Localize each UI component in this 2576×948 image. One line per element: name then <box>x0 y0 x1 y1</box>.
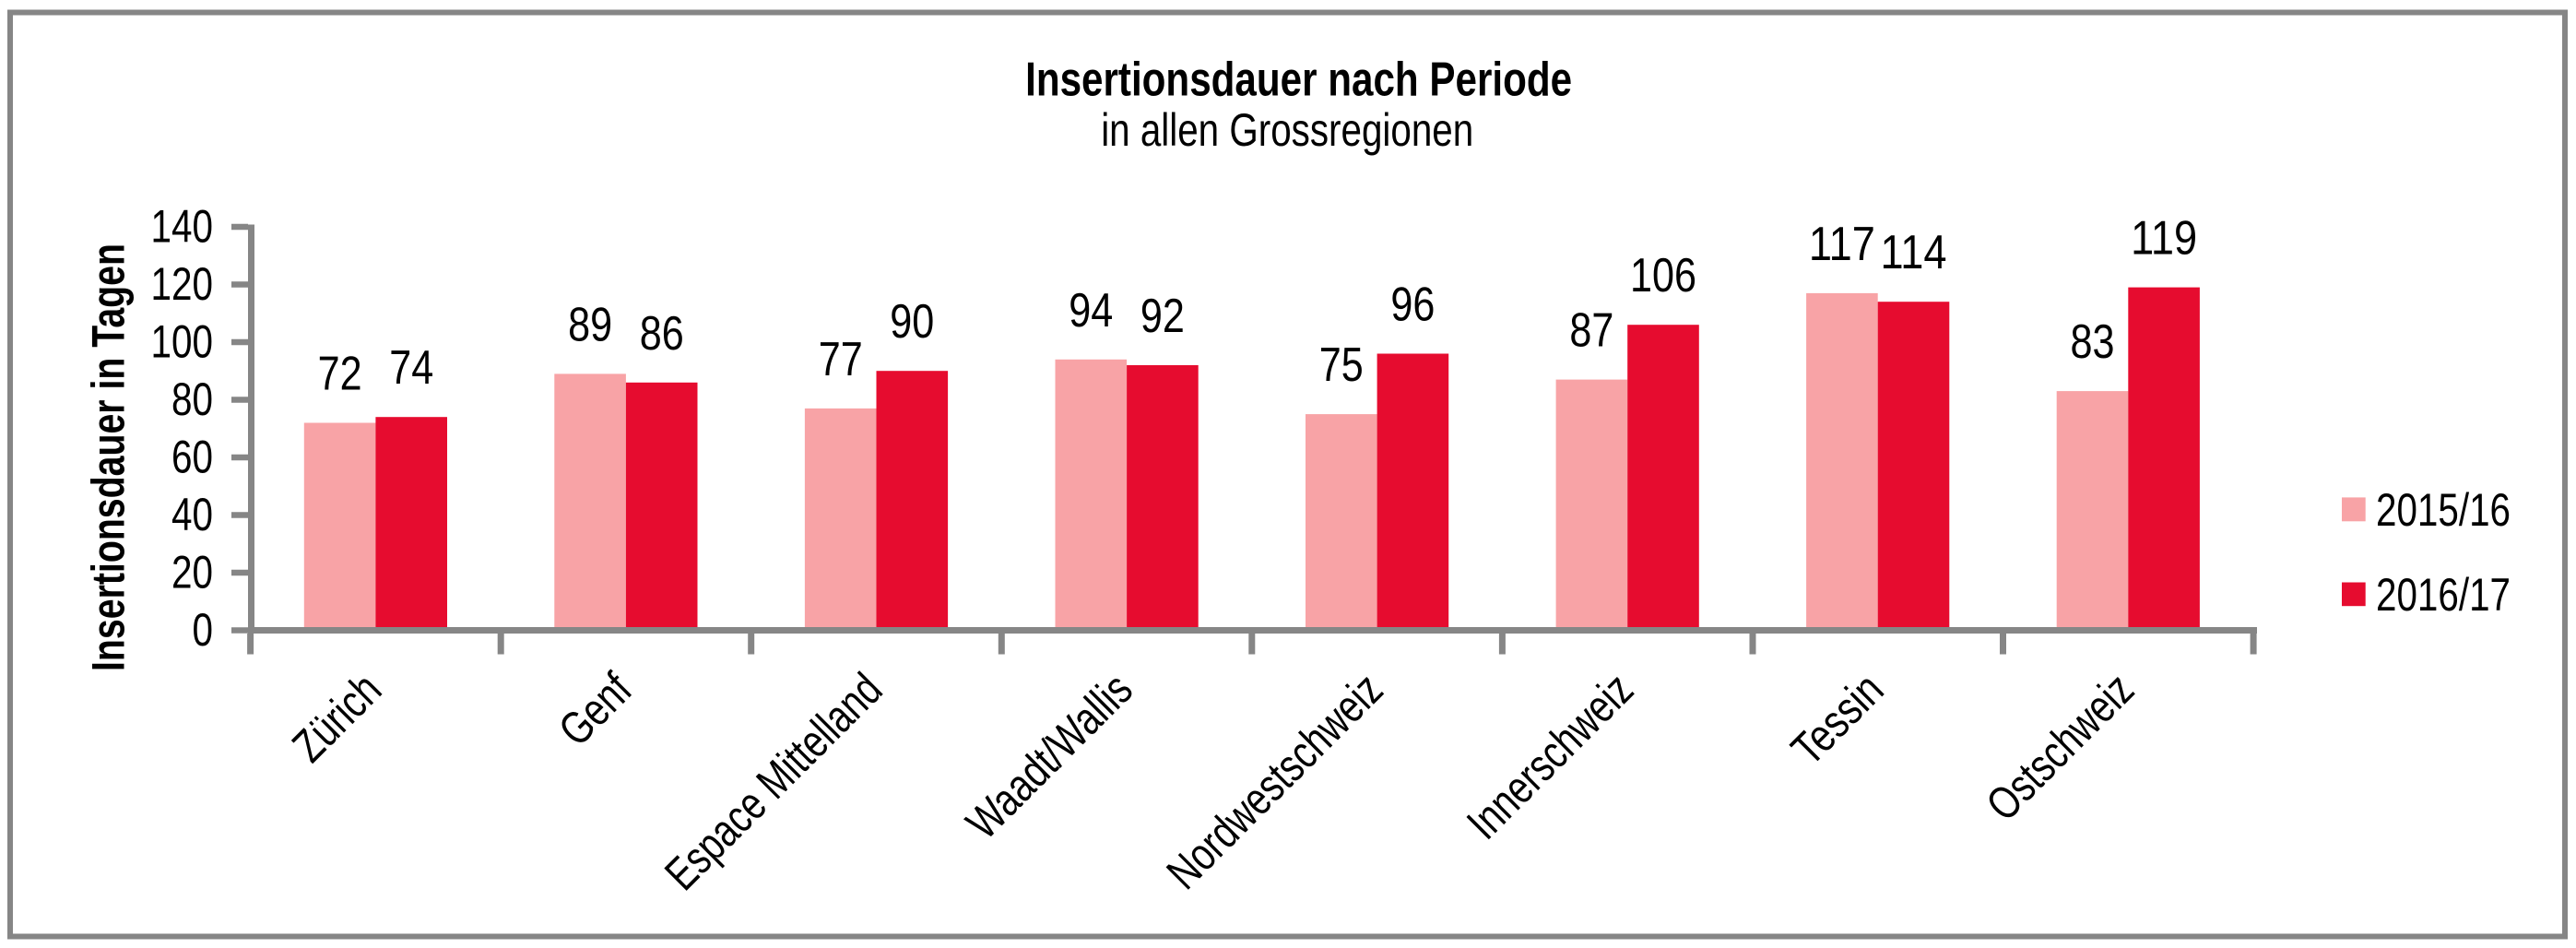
svg-text:117: 117 <box>1809 218 1875 271</box>
svg-text:40: 40 <box>171 489 213 540</box>
svg-text:119: 119 <box>2131 212 2197 266</box>
svg-text:20: 20 <box>171 546 213 598</box>
svg-text:in allen Grossregionen: in allen Grossregionen <box>1101 104 1473 156</box>
svg-text:2016/17: 2016/17 <box>2376 569 2511 621</box>
svg-text:140: 140 <box>151 200 214 252</box>
svg-text:94: 94 <box>1069 284 1113 338</box>
svg-text:106: 106 <box>1630 249 1696 302</box>
svg-text:Insertionsdauer nach Periode: Insertionsdauer nach Periode <box>1025 53 1572 107</box>
svg-text:77: 77 <box>819 333 863 386</box>
svg-text:83: 83 <box>2071 315 2115 369</box>
svg-text:60: 60 <box>171 431 213 482</box>
svg-text:Insertionsdauer in Tagen: Insertionsdauer in Tagen <box>83 243 135 671</box>
svg-text:72: 72 <box>318 348 362 401</box>
svg-text:74: 74 <box>389 341 433 395</box>
svg-text:2015/16: 2015/16 <box>2376 484 2511 536</box>
svg-text:90: 90 <box>890 295 934 349</box>
svg-text:96: 96 <box>1390 278 1435 332</box>
svg-text:86: 86 <box>640 307 684 361</box>
svg-text:100: 100 <box>151 315 214 367</box>
svg-text:0: 0 <box>193 604 214 656</box>
svg-text:80: 80 <box>171 373 213 425</box>
svg-text:92: 92 <box>1140 290 1185 343</box>
svg-text:87: 87 <box>1569 304 1613 358</box>
svg-text:89: 89 <box>568 298 612 351</box>
svg-text:120: 120 <box>151 258 214 310</box>
svg-text:114: 114 <box>1881 226 1947 279</box>
svg-text:75: 75 <box>1319 338 1364 392</box>
